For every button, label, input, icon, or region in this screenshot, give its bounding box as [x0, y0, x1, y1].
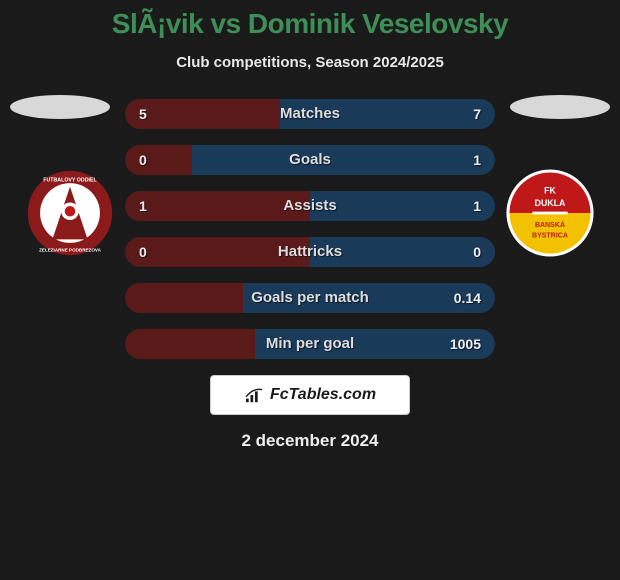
- subtitle: Club competitions, Season 2024/2025: [0, 54, 620, 71]
- stat-value-right: 1: [473, 191, 481, 221]
- svg-text:FUTBALOVY ODDIEL: FUTBALOVY ODDIEL: [43, 177, 97, 183]
- stat-label: Assists: [125, 191, 495, 221]
- svg-text:BANSKÁ: BANSKÁ: [535, 220, 565, 229]
- source-label: FcTables.com: [270, 386, 376, 404]
- stat-row: Goals per match0.14: [125, 283, 495, 313]
- stat-value-left: 5: [139, 99, 147, 129]
- stat-row: Hattricks0 0: [125, 237, 495, 267]
- player-avatar-left: [10, 95, 110, 119]
- svg-text:ZELEZIARNE PODBREZOVA: ZELEZIARNE PODBREZOVA: [39, 248, 101, 253]
- fctables-icon: [244, 386, 266, 404]
- comparison-card: SlÃ¡vik vs Dominik Veselovsky Club compe…: [0, 0, 620, 580]
- stat-label: Goals per match: [125, 283, 495, 313]
- stat-value-left: 0: [139, 237, 147, 267]
- stat-label: Min per goal: [125, 329, 495, 359]
- club-crest-left: FUTBALOVY ODDIEL ZELEZIARNE PODBREZOVA: [20, 169, 120, 257]
- svg-text:BYSTRICA: BYSTRICA: [532, 233, 568, 240]
- club-crest-right: FK DUKLA BANSKÁ BYSTRICA: [500, 169, 600, 257]
- stat-row: Assists1 1: [125, 191, 495, 221]
- zeleziarne-podbrezova-icon: FUTBALOVY ODDIEL ZELEZIARNE PODBREZOVA: [20, 169, 120, 257]
- svg-text:FK: FK: [544, 186, 556, 196]
- stat-value-right: 7: [473, 99, 481, 129]
- stat-row: Goals0 1: [125, 145, 495, 175]
- stat-value-right: 1: [473, 145, 481, 175]
- stat-value-right: 1005: [450, 329, 481, 359]
- svg-text:DUKLA: DUKLA: [535, 198, 566, 208]
- player-avatar-right: [510, 95, 610, 119]
- stat-label: Goals: [125, 145, 495, 175]
- stat-value-left: 1: [139, 191, 147, 221]
- stat-row: Matches5 7: [125, 99, 495, 129]
- stat-bars: Matches57Goals01Assists11Hattricks00Goal…: [125, 99, 495, 359]
- page-title: SlÃ¡vik vs Dominik Veselovsky: [0, 0, 620, 40]
- dukla-banska-bystrica-icon: FK DUKLA BANSKÁ BYSTRICA: [500, 169, 600, 257]
- stat-label: Matches: [125, 99, 495, 129]
- date-label: 2 december 2024: [0, 431, 620, 451]
- source-badge[interactable]: FcTables.com: [210, 375, 410, 415]
- stat-label: Hattricks: [125, 237, 495, 267]
- stat-row: Min per goal1005: [125, 329, 495, 359]
- content-area: FUTBALOVY ODDIEL ZELEZIARNE PODBREZOVA F…: [0, 99, 620, 359]
- stat-value-right: 0: [473, 237, 481, 267]
- stat-value-right: 0.14: [454, 283, 481, 313]
- stat-value-left: 0: [139, 145, 147, 175]
